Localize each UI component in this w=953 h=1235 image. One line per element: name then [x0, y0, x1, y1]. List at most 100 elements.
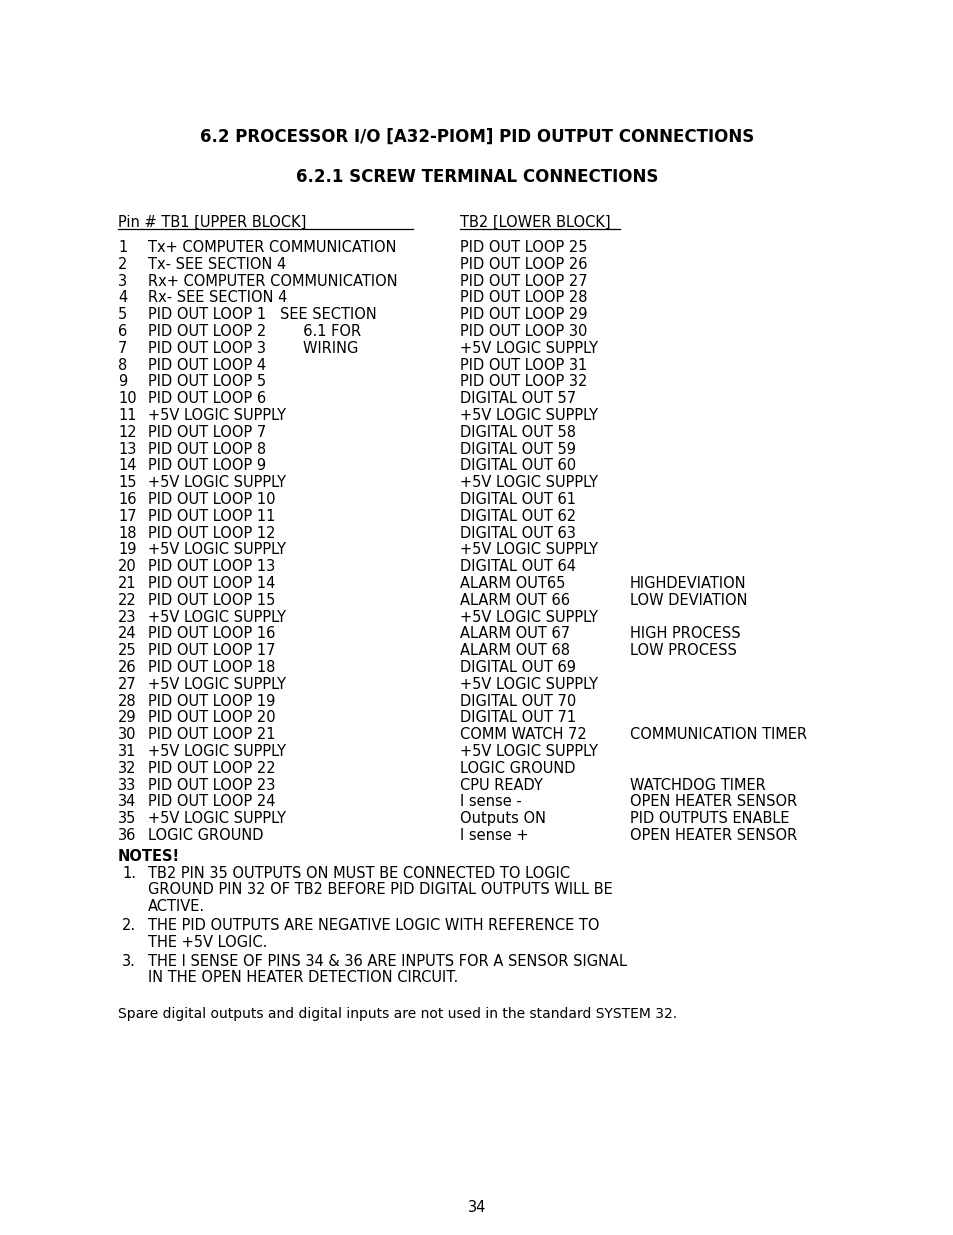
Text: 20: 20 [118, 559, 136, 574]
Text: OPEN HEATER SENSOR: OPEN HEATER SENSOR [629, 794, 797, 809]
Text: 1: 1 [118, 240, 127, 254]
Text: 13: 13 [118, 442, 136, 457]
Text: PID OUT LOOP 29: PID OUT LOOP 29 [459, 308, 587, 322]
Text: 23: 23 [118, 610, 136, 625]
Text: DIGITAL OUT 64: DIGITAL OUT 64 [459, 559, 576, 574]
Text: 33: 33 [118, 778, 136, 793]
Text: 21: 21 [118, 576, 136, 592]
Text: +5V LOGIC SUPPLY: +5V LOGIC SUPPLY [148, 542, 286, 557]
Text: 31: 31 [118, 743, 136, 760]
Text: PID OUT LOOP 21: PID OUT LOOP 21 [148, 727, 275, 742]
Text: 2: 2 [118, 257, 128, 272]
Text: +5V LOGIC SUPPLY: +5V LOGIC SUPPLY [459, 542, 598, 557]
Text: 8: 8 [118, 358, 127, 373]
Text: 6: 6 [118, 324, 127, 338]
Text: LOW DEVIATION: LOW DEVIATION [629, 593, 747, 608]
Text: 9: 9 [118, 374, 127, 389]
Text: THE I SENSE OF PINS 34 & 36 ARE INPUTS FOR A SENSOR SIGNAL: THE I SENSE OF PINS 34 & 36 ARE INPUTS F… [148, 953, 626, 968]
Text: PID OUT LOOP 27: PID OUT LOOP 27 [459, 274, 587, 289]
Text: PID OUT LOOP 32: PID OUT LOOP 32 [459, 374, 587, 389]
Text: PID OUT LOOP 30: PID OUT LOOP 30 [459, 324, 587, 338]
Text: DIGITAL OUT 69: DIGITAL OUT 69 [459, 659, 576, 676]
Text: 34: 34 [118, 794, 136, 809]
Text: PID OUT LOOP 10: PID OUT LOOP 10 [148, 492, 275, 508]
Text: DIGITAL OUT 58: DIGITAL OUT 58 [459, 425, 576, 440]
Text: 12: 12 [118, 425, 136, 440]
Text: PID OUT LOOP 20: PID OUT LOOP 20 [148, 710, 275, 725]
Text: WATCHDOG TIMER: WATCHDOG TIMER [629, 778, 765, 793]
Text: PID OUT LOOP 11: PID OUT LOOP 11 [148, 509, 275, 524]
Text: DIGITAL OUT 57: DIGITAL OUT 57 [459, 391, 576, 406]
Text: PID OUT LOOP 31: PID OUT LOOP 31 [459, 358, 587, 373]
Text: 30: 30 [118, 727, 136, 742]
Text: PID OUT LOOP 25: PID OUT LOOP 25 [459, 240, 587, 254]
Text: 27: 27 [118, 677, 136, 692]
Text: 22: 22 [118, 593, 136, 608]
Text: LOGIC GROUND: LOGIC GROUND [148, 827, 263, 844]
Text: 6.2.1 SCREW TERMINAL CONNECTIONS: 6.2.1 SCREW TERMINAL CONNECTIONS [295, 168, 658, 186]
Text: +5V LOGIC SUPPLY: +5V LOGIC SUPPLY [459, 743, 598, 760]
Text: PID OUT LOOP 15: PID OUT LOOP 15 [148, 593, 275, 608]
Text: 36: 36 [118, 827, 136, 844]
Text: +5V LOGIC SUPPLY: +5V LOGIC SUPPLY [148, 475, 286, 490]
Text: HIGH PROCESS: HIGH PROCESS [629, 626, 740, 641]
Text: PID OUT LOOP 9: PID OUT LOOP 9 [148, 458, 266, 473]
Text: Tx- SEE SECTION 4: Tx- SEE SECTION 4 [148, 257, 286, 272]
Text: PID OUT LOOP 7: PID OUT LOOP 7 [148, 425, 266, 440]
Text: 2.: 2. [122, 918, 136, 932]
Text: COMMUNICATION TIMER: COMMUNICATION TIMER [629, 727, 806, 742]
Text: CPU READY: CPU READY [459, 778, 542, 793]
Text: PID OUT LOOP 24: PID OUT LOOP 24 [148, 794, 275, 809]
Text: ALARM OUT 68: ALARM OUT 68 [459, 643, 569, 658]
Text: DIGITAL OUT 59: DIGITAL OUT 59 [459, 442, 576, 457]
Text: HIGHDEVIATION: HIGHDEVIATION [629, 576, 746, 592]
Text: PID OUT LOOP 1   SEE SECTION: PID OUT LOOP 1 SEE SECTION [148, 308, 376, 322]
Text: +5V LOGIC SUPPLY: +5V LOGIC SUPPLY [148, 743, 286, 760]
Text: +5V LOGIC SUPPLY: +5V LOGIC SUPPLY [148, 677, 286, 692]
Text: PID OUT LOOP 12: PID OUT LOOP 12 [148, 526, 275, 541]
Text: IN THE OPEN HEATER DETECTION CIRCUIT.: IN THE OPEN HEATER DETECTION CIRCUIT. [148, 971, 457, 986]
Text: DIGITAL OUT 71: DIGITAL OUT 71 [459, 710, 576, 725]
Text: COMM WATCH 72: COMM WATCH 72 [459, 727, 586, 742]
Text: LOW PROCESS: LOW PROCESS [629, 643, 736, 658]
Text: 6.2 PROCESSOR I/O [A32-PIOM] PID OUTPUT CONNECTIONS: 6.2 PROCESSOR I/O [A32-PIOM] PID OUTPUT … [200, 128, 753, 146]
Text: 26: 26 [118, 659, 136, 676]
Text: DIGITAL OUT 60: DIGITAL OUT 60 [459, 458, 576, 473]
Text: DIGITAL OUT 70: DIGITAL OUT 70 [459, 694, 576, 709]
Text: GROUND PIN 32 OF TB2 BEFORE PID DIGITAL OUTPUTS WILL BE: GROUND PIN 32 OF TB2 BEFORE PID DIGITAL … [148, 882, 612, 898]
Text: 15: 15 [118, 475, 136, 490]
Text: TB2 PIN 35 OUTPUTS ON MUST BE CONNECTED TO LOGIC: TB2 PIN 35 OUTPUTS ON MUST BE CONNECTED … [148, 866, 570, 881]
Text: PID OUT LOOP 2        6.1 FOR: PID OUT LOOP 2 6.1 FOR [148, 324, 361, 338]
Text: I sense -: I sense - [459, 794, 521, 809]
Text: +5V LOGIC SUPPLY: +5V LOGIC SUPPLY [459, 610, 598, 625]
Text: 7: 7 [118, 341, 128, 356]
Text: Outputs ON: Outputs ON [459, 811, 545, 826]
Text: ACTIVE.: ACTIVE. [148, 899, 205, 914]
Text: LOGIC GROUND: LOGIC GROUND [459, 761, 575, 776]
Text: 35: 35 [118, 811, 136, 826]
Text: PID OUT LOOP 16: PID OUT LOOP 16 [148, 626, 275, 641]
Text: PID OUT LOOP 14: PID OUT LOOP 14 [148, 576, 275, 592]
Text: 29: 29 [118, 710, 136, 725]
Text: PID OUT LOOP 19: PID OUT LOOP 19 [148, 694, 275, 709]
Text: THE PID OUTPUTS ARE NEGATIVE LOGIC WITH REFERENCE TO: THE PID OUTPUTS ARE NEGATIVE LOGIC WITH … [148, 918, 598, 932]
Text: 17: 17 [118, 509, 136, 524]
Text: 32: 32 [118, 761, 136, 776]
Text: 3.: 3. [122, 953, 135, 968]
Text: 18: 18 [118, 526, 136, 541]
Text: PID OUT LOOP 26: PID OUT LOOP 26 [459, 257, 587, 272]
Text: PID OUT LOOP 17: PID OUT LOOP 17 [148, 643, 275, 658]
Text: Spare digital outputs and digital inputs are not used in the standard SYSTEM 32.: Spare digital outputs and digital inputs… [118, 1008, 677, 1021]
Text: +5V LOGIC SUPPLY: +5V LOGIC SUPPLY [459, 475, 598, 490]
Text: +5V LOGIC SUPPLY: +5V LOGIC SUPPLY [148, 610, 286, 625]
Text: 34: 34 [467, 1200, 486, 1215]
Text: PID OUT LOOP 18: PID OUT LOOP 18 [148, 659, 275, 676]
Text: 1.: 1. [122, 866, 136, 881]
Text: ALARM OUT65: ALARM OUT65 [459, 576, 565, 592]
Text: 14: 14 [118, 458, 136, 473]
Text: DIGITAL OUT 62: DIGITAL OUT 62 [459, 509, 576, 524]
Text: PID OUT LOOP 22: PID OUT LOOP 22 [148, 761, 275, 776]
Text: PID OUTPUTS ENABLE: PID OUTPUTS ENABLE [629, 811, 789, 826]
Text: PID OUT LOOP 23: PID OUT LOOP 23 [148, 778, 275, 793]
Text: PID OUT LOOP 4: PID OUT LOOP 4 [148, 358, 266, 373]
